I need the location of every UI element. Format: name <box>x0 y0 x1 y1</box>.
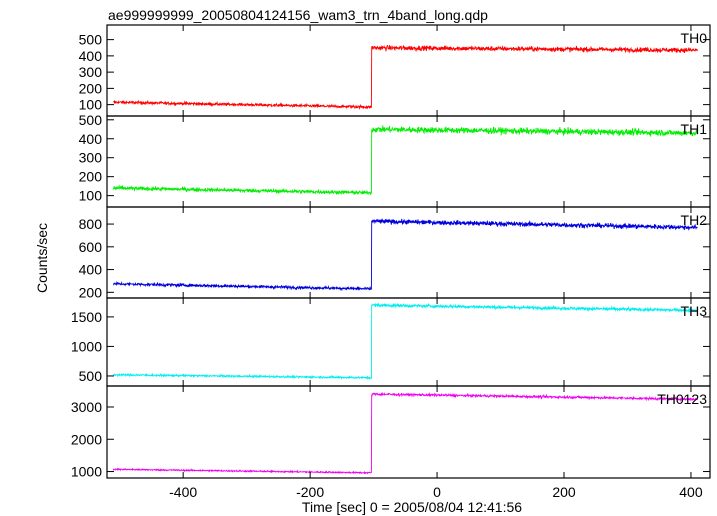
panel-th0123: 1000 2000 3000 TH0123 <box>71 385 711 480</box>
series-name-label: TH0 <box>681 30 708 46</box>
y-tick-label: 500 <box>79 368 103 384</box>
y-tick-label: 400 <box>79 262 103 278</box>
panel-frame <box>106 297 711 387</box>
y-axis-label: Counts/sec <box>34 223 50 293</box>
panel-frame <box>106 385 711 479</box>
y-tick-label: 100 <box>79 188 103 204</box>
y-tick-label: 500 <box>79 32 103 48</box>
y-tick-label: 1000 <box>71 338 102 354</box>
y-tick-label: 200 <box>79 284 103 300</box>
y-tick-label: 400 <box>79 48 103 64</box>
y-tick-label: 2000 <box>71 431 102 447</box>
series-line-th0123 <box>112 391 698 475</box>
y-tick-label: 100 <box>79 97 103 113</box>
panel-th3: 500 1000 1500 TH3 <box>71 297 711 387</box>
y-tick-label: 500 <box>79 112 103 128</box>
series-line-th0 <box>113 44 698 111</box>
x-axis-label: Time [sec] 0 = 2005/08/04 12:41:56 <box>302 499 522 515</box>
y-tick-label: 600 <box>79 239 103 255</box>
series-line-th3 <box>113 302 698 380</box>
x-tick-label: -200 <box>296 484 324 500</box>
panel-frame <box>106 24 711 117</box>
series-name-label: TH1 <box>681 121 708 137</box>
figure-title: ae999999999_20050804124156_wam3_trn_4ban… <box>108 7 488 23</box>
series-line-th1 <box>112 125 698 196</box>
x-tick-label: 400 <box>679 484 703 500</box>
x-axis: -400 -200 0 200 400 <box>169 484 703 500</box>
series-line-th2 <box>113 217 698 292</box>
y-tick-label: 1000 <box>71 464 102 480</box>
x-tick-label: -400 <box>169 484 197 500</box>
y-tick-label: 800 <box>79 216 103 232</box>
y-tick-label: 1500 <box>71 309 102 325</box>
x-tick-label: 0 <box>433 484 441 500</box>
x-tick-label: 200 <box>552 484 576 500</box>
y-tick-label: 200 <box>79 80 103 96</box>
y-tick-label: 3000 <box>71 399 102 415</box>
y-tick-label: 200 <box>79 169 103 185</box>
y-tick-label: 400 <box>79 131 103 147</box>
y-tick-label: 300 <box>79 150 103 166</box>
series-name-label: TH0123 <box>657 391 707 407</box>
series-name-label: TH3 <box>681 303 708 319</box>
y-tick-label: 300 <box>79 64 103 80</box>
panel-th1: 100 200 300 400 500 TH1 <box>79 112 711 208</box>
series-name-label: TH2 <box>681 212 708 228</box>
panel-th2: 200 400 600 800 TH2 <box>79 206 711 300</box>
